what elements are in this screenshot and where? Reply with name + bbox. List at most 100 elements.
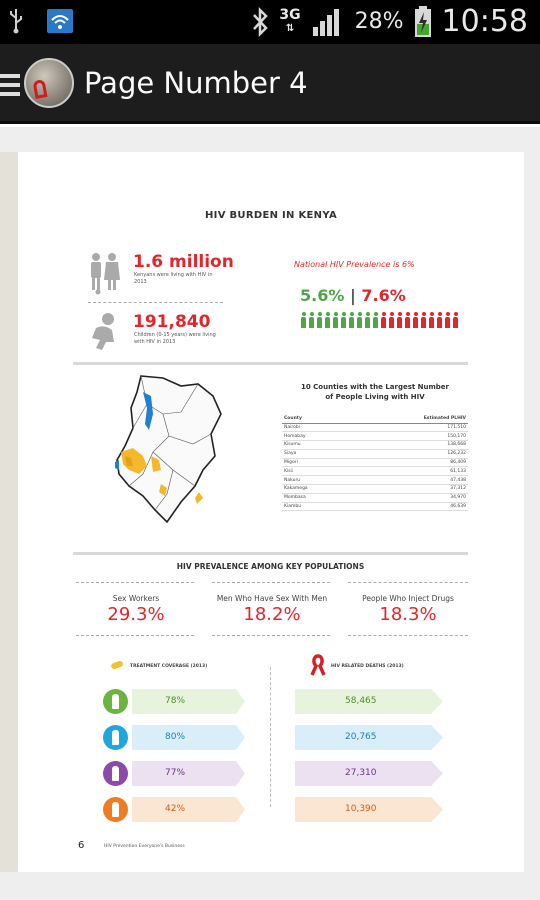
battery-percent: 28% bbox=[354, 9, 404, 34]
hamburger-icon[interactable] bbox=[0, 74, 20, 101]
county-plhiv: 46,639 bbox=[351, 502, 468, 512]
population-group-icon bbox=[103, 725, 128, 750]
wifi-hotspot-icon bbox=[47, 9, 73, 33]
column-divider bbox=[270, 667, 271, 807]
male-figure-icon bbox=[316, 312, 323, 328]
county-name: Nakuru bbox=[282, 475, 352, 486]
treatment-coverage-value: 77% bbox=[165, 768, 186, 778]
divider bbox=[76, 582, 194, 583]
treatment-coverage-value: 80% bbox=[165, 732, 186, 742]
hiv-deaths-value: 10,390 bbox=[345, 804, 377, 814]
treatment-coverage-band: 77% bbox=[132, 761, 245, 786]
prevalence-values: 5.6% | 7.6% bbox=[300, 286, 406, 305]
county-name: Kisumu bbox=[282, 440, 352, 450]
battery-charging-icon bbox=[414, 5, 431, 37]
county-name: Kiambu bbox=[282, 502, 352, 512]
table-row: Kisii 61,133 bbox=[282, 466, 468, 477]
red-ribbon-icon bbox=[310, 654, 326, 676]
kp-value-sex-workers: 29.3% bbox=[107, 604, 165, 625]
prevalence-title: National HIV Prevalence is 6% bbox=[294, 260, 415, 269]
population-group-icon bbox=[103, 797, 128, 822]
population-group-icon bbox=[103, 689, 128, 714]
treatment-coverage-value: 42% bbox=[165, 804, 186, 814]
female-figure-icon bbox=[428, 312, 435, 328]
hiv-deaths-value: 27,310 bbox=[345, 768, 377, 778]
section-divider bbox=[73, 552, 468, 555]
population-group-icon bbox=[103, 761, 128, 786]
table-row: Nairobi 171,510 bbox=[282, 423, 468, 433]
county-plhiv: 150,170 bbox=[351, 431, 468, 442]
kp-value-msm: 18.2% bbox=[243, 604, 301, 625]
county-plhiv: 37,312 bbox=[351, 484, 468, 494]
county-name: Homabay bbox=[282, 431, 352, 442]
adults-living-with-hiv-caption: Kenyans were living with HIV in 2013 bbox=[134, 272, 213, 285]
female-figure-icon bbox=[452, 312, 459, 328]
hiv-deaths-band: 27,310 bbox=[295, 761, 443, 786]
county-name: Mombasa bbox=[282, 493, 352, 503]
male-figure-icon bbox=[364, 312, 371, 328]
treatment-heading: TREATMENT COVERAGE (2013) bbox=[130, 664, 208, 669]
divider bbox=[88, 302, 223, 303]
page-title: Page Number 4 bbox=[84, 66, 308, 100]
footer-text: HIV Prevention Everyone's Business bbox=[104, 844, 185, 849]
status-bar: 3G ⇅ 28% 10:58 bbox=[0, 0, 540, 44]
county-plhiv: 34,970 bbox=[351, 493, 468, 503]
county-name: Siaya bbox=[282, 449, 352, 459]
divider bbox=[212, 582, 330, 583]
male-figure-icon bbox=[300, 312, 307, 328]
county-plhiv: 171,510 bbox=[351, 423, 468, 433]
table-row: Kakamega 37,312 bbox=[282, 484, 468, 494]
male-figure-icon bbox=[308, 312, 315, 328]
previous-page-edge bbox=[0, 152, 18, 872]
male-figure-icon bbox=[372, 312, 379, 328]
county-plhiv: 138,668 bbox=[351, 440, 468, 450]
male-prevalence: 5.6% bbox=[300, 286, 345, 305]
divider bbox=[76, 635, 194, 636]
treatment-coverage-value: 78% bbox=[165, 696, 186, 706]
table-row: Migori 86,409 bbox=[282, 458, 468, 468]
section-divider bbox=[73, 362, 468, 365]
hiv-deaths-value: 58,465 bbox=[345, 696, 377, 706]
female-figure-icon bbox=[420, 312, 427, 328]
pill-icon bbox=[111, 660, 123, 670]
action-bar: Page Number 4 bbox=[0, 44, 540, 124]
county-name: Nairobi bbox=[282, 423, 352, 433]
hiv-deaths-band: 58,465 bbox=[295, 689, 443, 714]
adults-icon bbox=[91, 253, 120, 295]
female-figure-icon bbox=[436, 312, 443, 328]
treatment-coverage-band: 42% bbox=[132, 797, 245, 822]
children-living-with-hiv-caption: Children (0-15 years) were living with H… bbox=[134, 332, 216, 345]
children-living-with-hiv-value: 191,840 bbox=[133, 312, 211, 332]
document-page[interactable]: HIV BURDEN IN KENYA 1.6 million Kenyans … bbox=[18, 152, 524, 872]
divider bbox=[348, 635, 468, 636]
county-plhiv: 126,232 bbox=[351, 449, 468, 459]
treatment-coverage-band: 80% bbox=[132, 725, 245, 750]
female-figure-icon bbox=[396, 312, 403, 328]
kp-label-msm: Men Who Have Sex With Men bbox=[216, 594, 328, 603]
male-figure-icon bbox=[332, 312, 339, 328]
deaths-heading: HIV RELATED DEATHS (2013) bbox=[331, 664, 404, 669]
table-header-plhiv: Estimated PLHIV bbox=[351, 415, 468, 424]
clock: 10:58 bbox=[441, 4, 528, 39]
kenya-county-map bbox=[115, 375, 222, 524]
county-plhiv: 61,133 bbox=[351, 466, 468, 477]
kp-value-pwid: 18.3% bbox=[379, 604, 437, 625]
treatment-coverage-band: 78% bbox=[132, 689, 245, 714]
county-name: Migori bbox=[282, 458, 352, 468]
app-logo[interactable] bbox=[24, 58, 74, 108]
female-figure-icon bbox=[380, 312, 387, 328]
female-figure-icon bbox=[404, 312, 411, 328]
table-row: Homabay 150,170 bbox=[282, 431, 468, 442]
table-header-county: County bbox=[282, 415, 352, 424]
hiv-deaths-value: 20,765 bbox=[345, 732, 377, 742]
male-figure-icon bbox=[348, 312, 355, 328]
female-prevalence: 7.6% bbox=[361, 286, 406, 305]
kp-label-pwid: People Who Inject Drugs bbox=[362, 594, 454, 603]
child-icon bbox=[92, 313, 114, 350]
document-viewer[interactable]: HIV BURDEN IN KENYA 1.6 million Kenyans … bbox=[0, 127, 540, 900]
county-name: Kisii bbox=[282, 466, 352, 477]
male-figure-icon bbox=[356, 312, 363, 328]
male-figure-icon bbox=[340, 312, 347, 328]
signal-icon bbox=[312, 8, 339, 36]
county-name: Kakamega bbox=[282, 484, 352, 494]
